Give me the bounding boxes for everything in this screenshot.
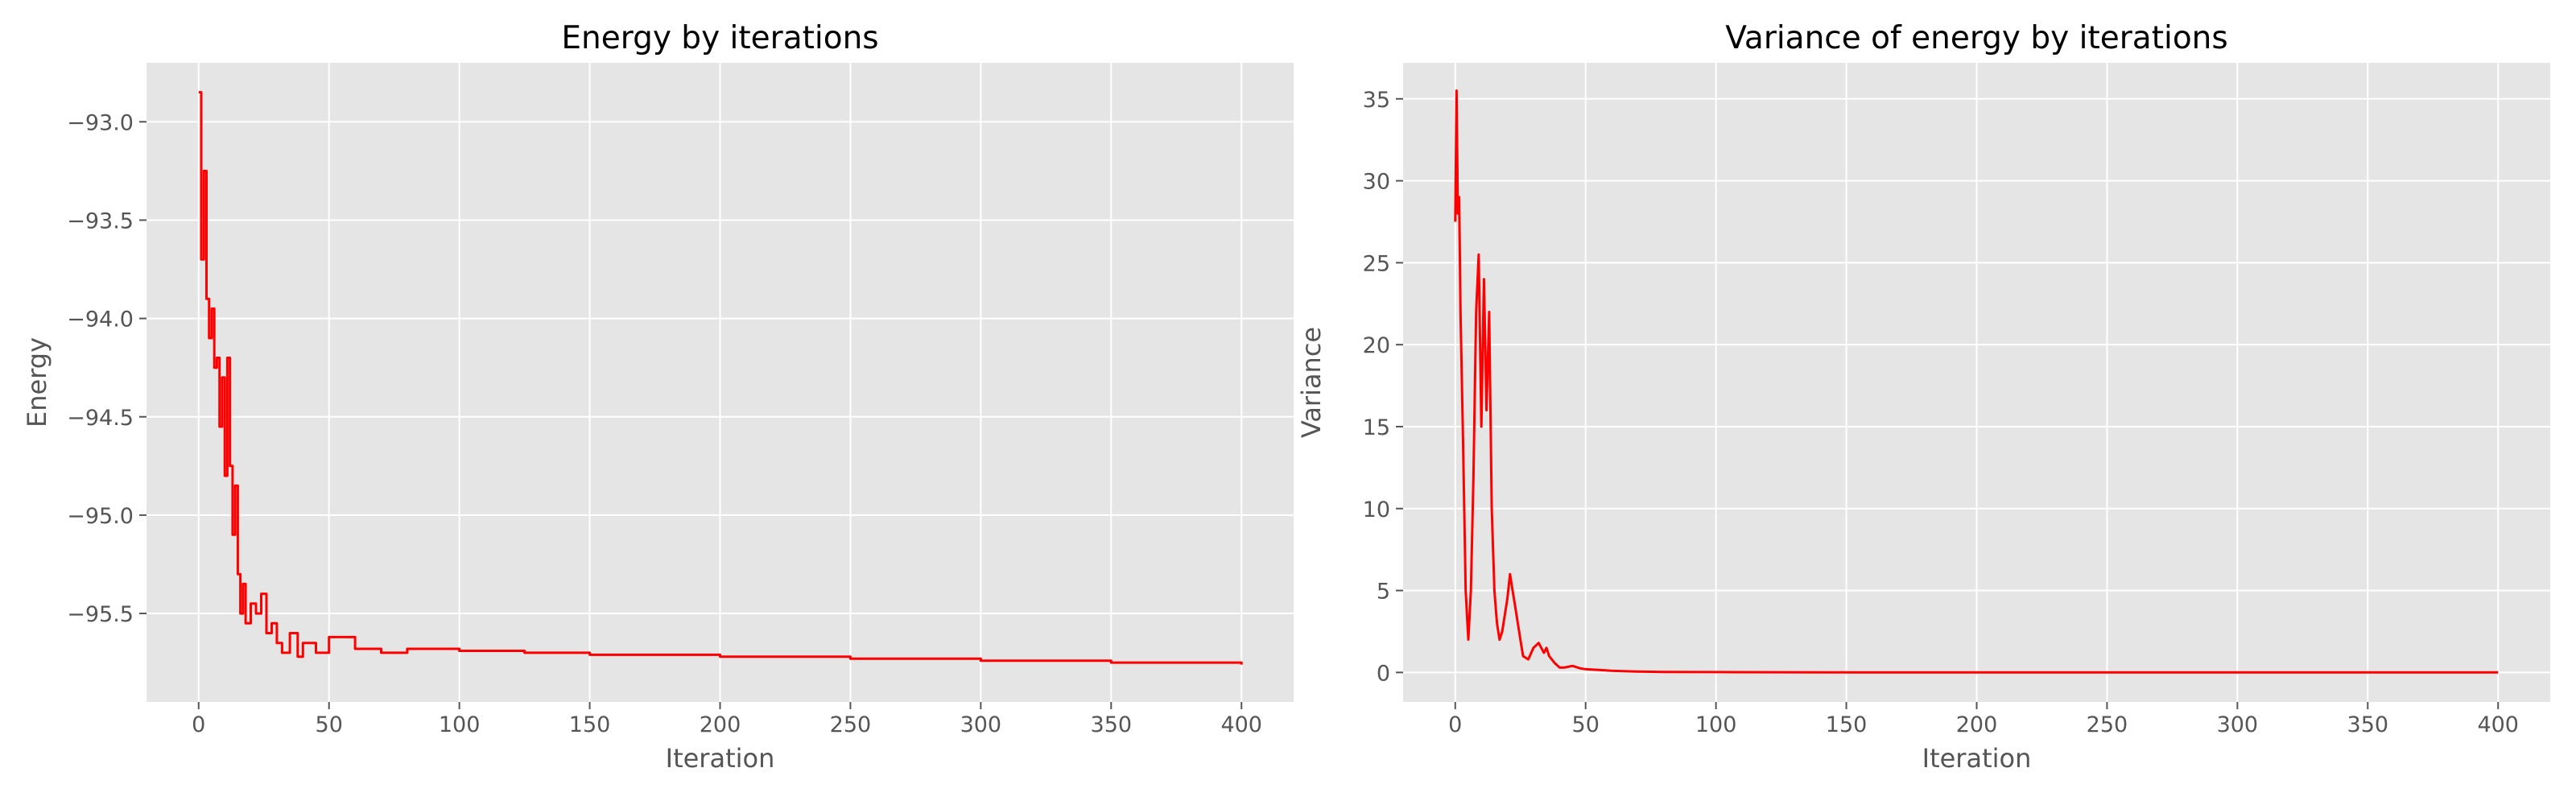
variance-chart-title: Variance of energy by iterations xyxy=(1725,20,2227,56)
variance-x-tick-label: 400 xyxy=(2477,712,2519,737)
variance-x-tick-label: 150 xyxy=(1826,712,1868,737)
variance-x-axis-label: Iteration xyxy=(1922,743,2032,774)
variance-x-tick-label: 200 xyxy=(1956,712,1998,737)
energy-x-axis-label: Iteration xyxy=(666,743,775,774)
energy-x-tick-label: 50 xyxy=(316,712,343,737)
variance-y-tick-label: 20 xyxy=(1363,333,1390,358)
energy-x-tick-label: 250 xyxy=(830,712,872,737)
variance-x-tick-label: 300 xyxy=(2217,712,2259,737)
energy-x-tick-label: 150 xyxy=(569,712,611,737)
energy-chart: 0 50 100 150 200 250 300 350 400 −93.0 −93.5 −94.0 −… xyxy=(22,20,1294,774)
variance-y-tick-label: 30 xyxy=(1363,170,1390,195)
energy-x-tick-label: 350 xyxy=(1091,712,1133,737)
variance-x-tick-label: 0 xyxy=(1448,712,1462,737)
variance-y-tick-label: 10 xyxy=(1363,497,1390,522)
energy-y-tick-label: −93.5 xyxy=(67,208,134,233)
variance-x-tick-label: 350 xyxy=(2347,712,2389,737)
energy-x-tick-label: 300 xyxy=(960,712,1002,737)
energy-y-tick-label: −95.0 xyxy=(67,504,134,529)
variance-chart: 0 50 100 150 200 250 300 350 400 0 5 10 15 20 25 30 35 Va… xyxy=(1296,20,2550,774)
energy-y-tick-label: −94.0 xyxy=(67,308,134,332)
variance-y-tick-label: 0 xyxy=(1377,661,1390,686)
variance-x-tick-label: 250 xyxy=(2087,712,2128,737)
energy-x-tick-label: 0 xyxy=(192,712,205,737)
energy-x-tick-label: 200 xyxy=(700,712,741,737)
variance-y-tick-label: 25 xyxy=(1363,251,1390,276)
variance-y-tick-label: 5 xyxy=(1377,580,1390,605)
variance-y-axis-label: Variance xyxy=(1296,327,1327,438)
energy-chart-title: Energy by iterations xyxy=(561,20,878,56)
energy-y-tick-label: −95.5 xyxy=(67,602,134,627)
energy-x-tick-label: 400 xyxy=(1220,712,1262,737)
variance-series-line xyxy=(1454,89,2499,674)
energy-series-line xyxy=(198,91,1243,665)
energy-y-tick-label: −94.5 xyxy=(67,406,134,431)
energy-y-axis-label: Energy xyxy=(22,337,52,427)
variance-x-tick-label: 100 xyxy=(1695,712,1737,737)
energy-y-tick-label: −93.0 xyxy=(67,110,134,135)
variance-y-tick-label: 35 xyxy=(1363,88,1390,113)
energy-x-tick-label: 100 xyxy=(439,712,481,737)
variance-x-tick-label: 50 xyxy=(1572,712,1600,737)
variance-y-tick-label: 15 xyxy=(1363,415,1390,440)
